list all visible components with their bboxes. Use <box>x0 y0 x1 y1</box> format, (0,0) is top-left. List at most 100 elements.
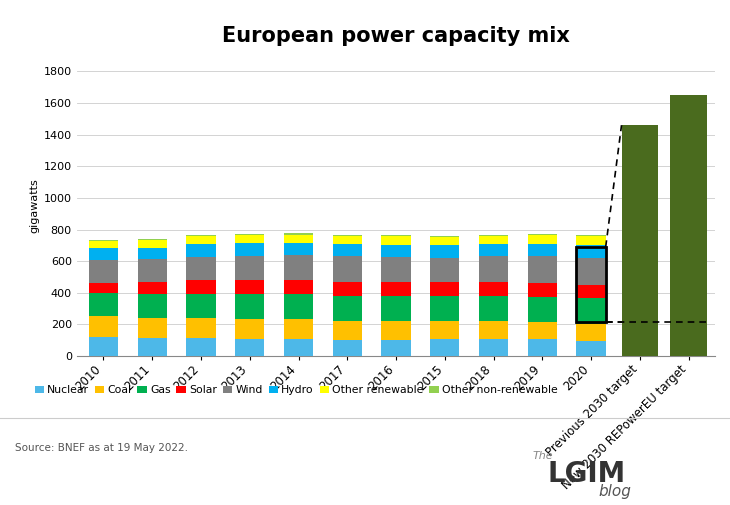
Y-axis label: gigawatts: gigawatts <box>29 178 39 233</box>
Bar <box>284 319 313 339</box>
Bar <box>89 261 118 283</box>
Bar <box>528 234 557 235</box>
Bar <box>186 293 215 318</box>
Bar <box>577 245 606 258</box>
Bar <box>528 244 557 256</box>
Text: The: The <box>533 451 553 462</box>
Bar <box>235 319 264 339</box>
Text: blog: blog <box>599 484 631 499</box>
Bar <box>333 234 362 236</box>
Bar <box>137 239 167 240</box>
Bar <box>284 280 313 294</box>
Bar <box>333 236 362 244</box>
Bar <box>577 324 606 340</box>
Bar <box>89 293 118 317</box>
Bar <box>186 236 215 244</box>
Bar <box>137 247 167 260</box>
Bar <box>235 235 264 243</box>
Bar <box>430 237 459 245</box>
Bar <box>479 244 508 256</box>
Bar <box>479 321 508 339</box>
Bar <box>284 255 313 280</box>
Bar <box>186 235 215 236</box>
Title: European power capacity mix: European power capacity mix <box>222 26 570 45</box>
Bar <box>381 235 411 236</box>
Bar <box>137 338 167 356</box>
Bar <box>479 282 508 296</box>
Bar <box>284 339 313 356</box>
Bar <box>333 244 362 256</box>
Bar <box>186 244 215 257</box>
Bar <box>479 256 508 282</box>
Bar <box>381 257 411 282</box>
Bar <box>235 243 264 256</box>
Bar <box>479 296 508 321</box>
Bar <box>528 235 557 244</box>
Bar <box>186 318 215 338</box>
Bar <box>528 296 557 322</box>
Bar <box>89 317 118 337</box>
Bar <box>528 283 557 296</box>
Bar <box>479 234 508 236</box>
Bar <box>89 240 118 241</box>
Bar <box>186 338 215 356</box>
Bar <box>186 257 215 280</box>
Bar <box>430 321 459 339</box>
Bar <box>137 282 167 294</box>
Bar <box>235 234 264 235</box>
Bar <box>333 339 362 356</box>
Bar <box>381 282 411 296</box>
Bar <box>284 243 313 255</box>
Bar <box>430 236 459 237</box>
Bar <box>577 285 606 298</box>
Bar <box>186 280 215 293</box>
Bar <box>621 125 658 356</box>
Bar <box>333 282 362 296</box>
Bar <box>528 322 557 339</box>
Bar <box>381 321 411 339</box>
Bar <box>430 258 459 282</box>
Bar <box>89 283 118 293</box>
Bar <box>528 256 557 283</box>
Bar <box>577 258 606 285</box>
Bar <box>89 248 118 261</box>
Bar <box>284 234 313 243</box>
Text: May 2022  |  Markets and economics: May 2022 | Markets and economics <box>11 14 228 27</box>
Bar <box>89 337 118 356</box>
Bar <box>137 294 167 318</box>
Bar <box>235 280 264 294</box>
Bar <box>430 282 459 296</box>
Bar <box>577 247 606 322</box>
Bar <box>577 298 606 324</box>
Bar <box>479 339 508 356</box>
Bar <box>577 340 606 356</box>
Bar <box>430 296 459 321</box>
Bar <box>381 244 411 257</box>
Bar <box>479 236 508 244</box>
Text: ● lgimblog.com: ● lgimblog.com <box>449 14 543 27</box>
Bar <box>381 296 411 321</box>
Bar <box>235 294 264 319</box>
Bar <box>137 318 167 338</box>
Bar <box>528 339 557 356</box>
Bar <box>333 296 362 321</box>
Bar <box>577 236 606 245</box>
Legend: Nuclear, Coal, Gas, Solar, Wind, Hydro, Other renewable, Other non-renewable: Nuclear, Coal, Gas, Solar, Wind, Hydro, … <box>34 385 558 395</box>
Bar <box>235 339 264 356</box>
Bar <box>333 321 362 339</box>
Bar <box>284 294 313 319</box>
Text: Source: BNEF as at 19 May 2022.: Source: BNEF as at 19 May 2022. <box>15 443 188 453</box>
Bar <box>670 95 707 356</box>
Bar <box>430 245 459 258</box>
Bar <box>235 256 264 280</box>
Bar <box>137 260 167 282</box>
Bar <box>284 233 313 234</box>
Bar <box>333 256 362 282</box>
Bar <box>89 241 118 248</box>
Text: LGIM: LGIM <box>548 460 626 488</box>
Bar <box>430 339 459 356</box>
Text: ᵪ @LGIM: ᵪ @LGIM <box>617 14 666 27</box>
Bar <box>137 240 167 247</box>
Bar <box>381 236 411 244</box>
Bar <box>381 339 411 356</box>
